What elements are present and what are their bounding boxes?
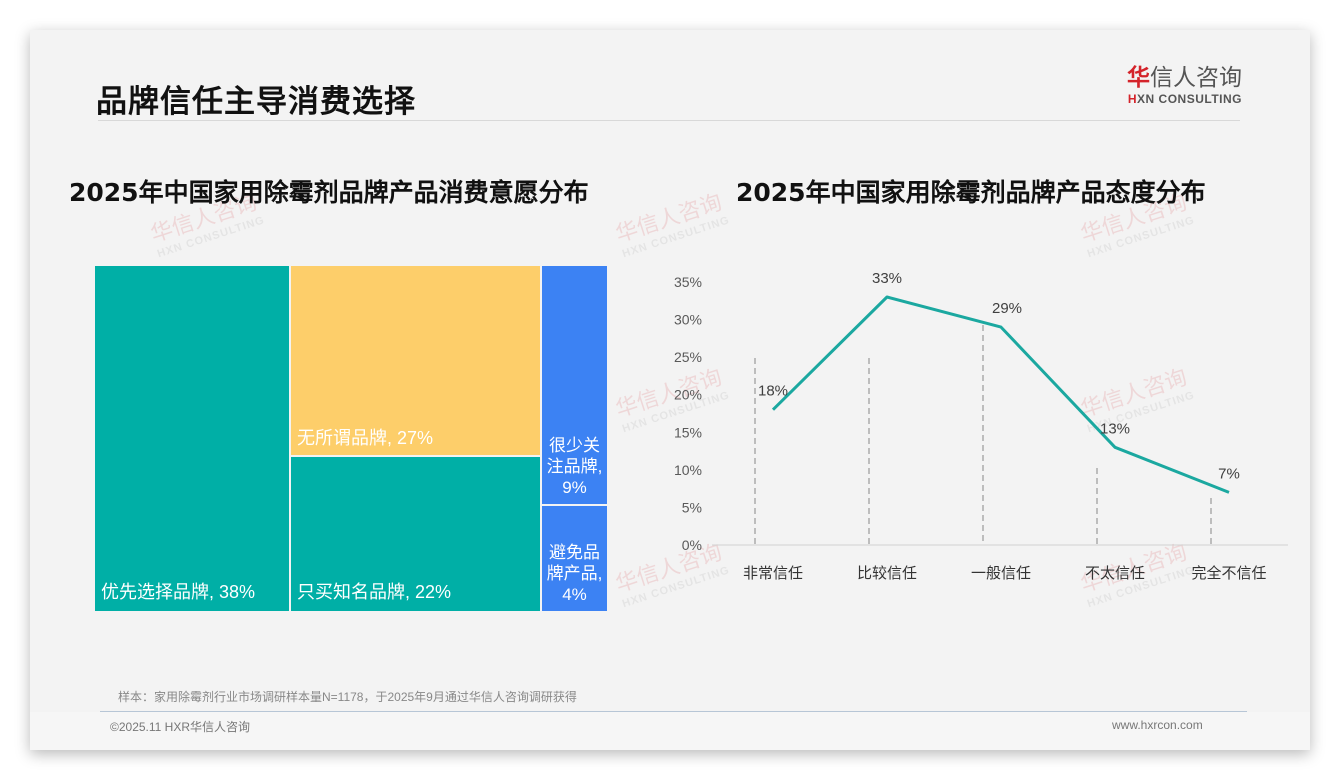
x-axis-category-label: 完全不信任: [1191, 564, 1266, 582]
left-chart-title: 2025年中国家用除霉剂品牌产品消费意愿分布: [69, 178, 589, 207]
y-axis-tick-label: 25%: [674, 349, 702, 365]
treemap-tile: 无所谓品牌, 27%: [291, 266, 540, 455]
company-logo: 华信人咨询 HXN CONSULTING: [1112, 64, 1242, 106]
y-axis-tick-label: 5%: [682, 499, 702, 515]
x-axis-category-label: 比较信任: [857, 564, 917, 582]
x-axis-category-label: 非常信任: [743, 564, 803, 582]
data-label: 7%: [1218, 465, 1240, 482]
slide: 品牌信任主导消费选择 华信人咨询 HXN CONSULTING 华信人咨询 HXN…: [30, 30, 1310, 750]
series-line: [771, 295, 1230, 494]
right-chart-title: 2025年中国家用除霉剂品牌产品态度分布: [736, 178, 1206, 207]
data-label: 13%: [1100, 420, 1130, 437]
x-axis-category-label: 一般信任: [971, 564, 1031, 582]
logo-english: HXN CONSULTING: [1112, 92, 1242, 106]
y-axis-tick-label: 15%: [674, 424, 702, 440]
treemap-tile: 避免品 牌产品, 4%: [542, 506, 607, 611]
logo-accent-char: 华: [1127, 65, 1150, 91]
y-axis-tick-label: 35%: [674, 274, 702, 290]
logo-cn-text: 信人咨询: [1150, 65, 1242, 91]
treemap-tile: 优先选择品牌, 38%: [95, 266, 289, 611]
treemap-tile-label: 无所谓品牌, 27%: [297, 428, 434, 448]
y-axis-tick-label: 20%: [674, 387, 702, 403]
x-axis-category-label: 不太信任: [1085, 564, 1145, 582]
treemap-tile: 很少关 注品牌, 9%: [542, 266, 607, 504]
logo-en-text: XN CONSULTING: [1137, 92, 1242, 106]
logo-en-accent: H: [1127, 92, 1138, 106]
line-chart: 0% 5% 10% 15% 20% 25% 30% 35% 非常信任 比较信任 一般信任 不太信任 完全…: [674, 270, 1288, 582]
sample-footnote: 样本：家用除霉剂行业市场调研样本量N=1178，于2025年9月通过华信人咨询调…: [118, 690, 577, 704]
treemap-tile-label: 很少关 注品牌, 9%: [546, 436, 603, 497]
title-divider: [98, 120, 1240, 121]
page-title: 品牌信任主导消费选择: [96, 84, 416, 120]
treemap-chart: 优先选择品牌, 38% 无所谓品牌, 27% 只买知名品牌, 22% 很少关 注品牌,…: [95, 266, 608, 611]
footer-divider: [100, 711, 1247, 712]
treemap-tile-label: 只买知名品牌, 22%: [297, 582, 452, 602]
website-link[interactable]: www.hxrcon.com: [1112, 718, 1203, 732]
footer-band: [30, 712, 1310, 750]
y-axis-tick-label: 10%: [674, 462, 702, 478]
copyright-text: ©2025.11 HXR华信人咨询: [110, 720, 250, 734]
data-label: 33%: [872, 270, 902, 287]
treemap-tile-label: 优先选择品牌, 38%: [101, 582, 256, 602]
data-label: 18%: [758, 383, 788, 400]
y-axis-tick-label: 0%: [682, 537, 702, 553]
treemap-tile: 只买知名品牌, 22%: [291, 457, 540, 611]
logo-chinese: 华信人咨询: [1112, 64, 1242, 92]
treemap-tile-label: 避免品 牌产品, 4%: [546, 543, 603, 604]
watermark: 华信人咨询 HXN CONSULTING: [612, 190, 732, 261]
y-axis-tick-label: 30%: [674, 312, 702, 328]
data-label: 29%: [992, 300, 1022, 317]
